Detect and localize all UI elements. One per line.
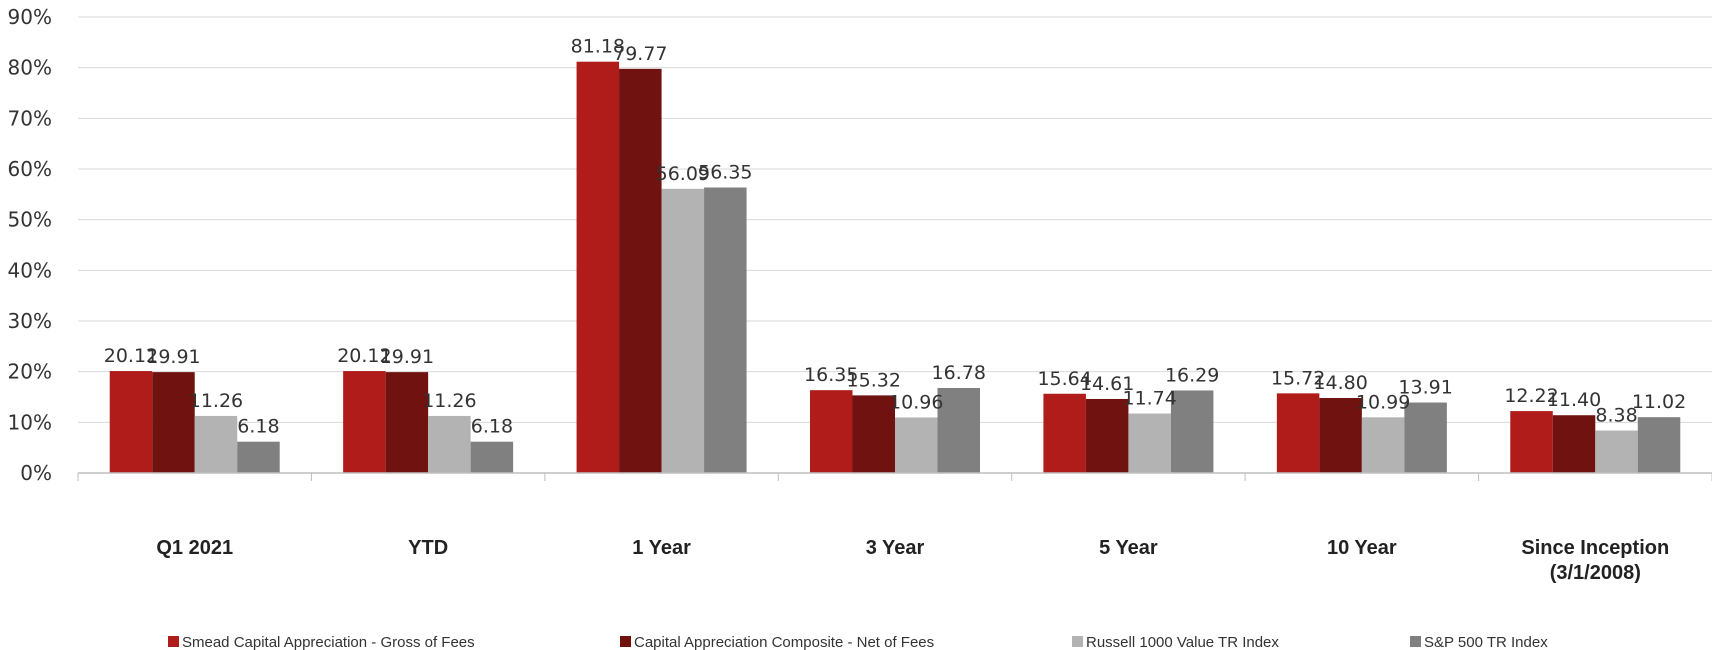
- data-label: 10.96: [889, 391, 943, 413]
- bar: [1128, 413, 1171, 473]
- bar: [895, 417, 938, 473]
- x-tick-label: 10 Year: [1327, 537, 1397, 559]
- legend-swatch: [1410, 636, 1421, 647]
- y-tick-label: 70%: [8, 106, 52, 130]
- bar: [1043, 393, 1086, 473]
- bar: [661, 188, 705, 473]
- data-label: 16.78: [932, 362, 986, 384]
- y-tick-label: 40%: [8, 258, 52, 282]
- bar: [343, 371, 386, 473]
- data-label: 11.26: [189, 390, 243, 412]
- bar: [1361, 417, 1405, 473]
- x-axis: Q1 2021 YTD 1 Year 3 Year 5 Year 10 Year Since…: [77, 472, 1712, 584]
- legend-label: Smead Capital Appreciation - Gross of Fe…: [182, 634, 475, 650]
- bar: [237, 441, 280, 473]
- bar: [1276, 393, 1320, 473]
- data-label: 20.12: [104, 345, 158, 367]
- bar: [576, 61, 620, 474]
- y-tick-label: 50%: [8, 208, 52, 232]
- y-tick-label: 30%: [8, 309, 52, 333]
- data-label: 6.18: [471, 416, 513, 438]
- y-tick-label: 0%: [20, 461, 52, 485]
- data-label: 79.77: [613, 43, 667, 65]
- data-label: 15.32: [847, 369, 901, 391]
- legend-label: S&P 500 TR Index: [1424, 634, 1548, 650]
- data-label: 14.80: [1313, 372, 1367, 394]
- bar: [1319, 398, 1362, 473]
- bar: [619, 68, 662, 473]
- legend-item: Capital Appreciation Composite - Net of …: [620, 634, 934, 650]
- y-tick-label: 60%: [8, 157, 52, 181]
- legend-swatch: [1072, 636, 1083, 647]
- data-label: 8.38: [1595, 405, 1637, 427]
- data-label: 11.74: [1122, 388, 1176, 410]
- legend-item: Russell 1000 Value TR Index: [1072, 634, 1279, 650]
- bar: [937, 387, 980, 473]
- data-label: 56.35: [698, 161, 752, 183]
- bar: [1552, 415, 1596, 473]
- bar: [470, 441, 514, 473]
- y-tick-label: 90%: [8, 5, 52, 29]
- bar: [852, 395, 895, 473]
- x-tick-label: Since Inception (3/1/2008): [1521, 537, 1669, 584]
- legend-swatch: [168, 636, 179, 647]
- y-tick-label: 80%: [8, 56, 52, 80]
- legend-swatch: [620, 636, 631, 647]
- legend-label: Russell 1000 Value TR Index: [1086, 634, 1279, 650]
- y-tick-label: 10%: [8, 410, 52, 434]
- data-label: 19.91: [380, 346, 434, 368]
- data-label: 16.35: [804, 364, 858, 386]
- bars: [109, 61, 1681, 474]
- legend-item: Smead Capital Appreciation - Gross of Fe…: [168, 634, 475, 650]
- data-label: 15.64: [1037, 368, 1091, 390]
- data-label: 13.91: [1398, 377, 1452, 399]
- bar: [1595, 430, 1638, 473]
- x-tick-label: 5 Year: [1099, 537, 1158, 559]
- bar: [1085, 398, 1129, 473]
- data-labels: 20.1219.9111.266.1820.1219.9111.266.1881…: [104, 36, 1686, 438]
- x-tick-label: Q1 2021: [156, 537, 233, 559]
- bar: [704, 187, 747, 473]
- data-label: 14.61: [1080, 373, 1134, 395]
- data-label: 19.91: [146, 346, 200, 368]
- bar: [1404, 402, 1447, 473]
- data-label: 6.18: [237, 416, 279, 438]
- bar: [194, 415, 238, 473]
- x-tick-label: 3 Year: [866, 537, 925, 559]
- bar: [1170, 390, 1214, 473]
- legend-label: Capital Appreciation Composite - Net of …: [634, 634, 934, 650]
- bar: [152, 372, 195, 473]
- data-label: 15.72: [1271, 367, 1325, 389]
- data-label: 11.02: [1632, 391, 1686, 413]
- bar: [1510, 411, 1553, 473]
- bar: [428, 415, 471, 473]
- x-tick-label: YTD: [408, 537, 448, 559]
- bar: [109, 371, 153, 473]
- legend: Smead Capital Appreciation - Gross of Fe…: [168, 634, 1548, 650]
- data-label: 10.99: [1356, 391, 1410, 413]
- y-tick-label: 20%: [8, 360, 52, 384]
- legend-item: S&P 500 TR Index: [1410, 634, 1548, 650]
- data-label: 11.40: [1547, 389, 1601, 411]
- data-label: 81.18: [571, 36, 625, 58]
- data-label: 12.22: [1504, 385, 1558, 407]
- data-label: 11.26: [422, 390, 476, 412]
- data-label: 20.12: [337, 345, 391, 367]
- data-label: 16.29: [1165, 364, 1219, 386]
- x-tick-label: 1 Year: [632, 537, 691, 559]
- bar: [810, 390, 853, 473]
- bar: [385, 372, 429, 473]
- y-axis: 0% 10% 20% 30% 40% 50% 60% 70% 80% 90%: [8, 5, 52, 485]
- bar: [1637, 417, 1681, 473]
- data-label: 56.09: [656, 163, 710, 185]
- gridlines: [78, 16, 1712, 423]
